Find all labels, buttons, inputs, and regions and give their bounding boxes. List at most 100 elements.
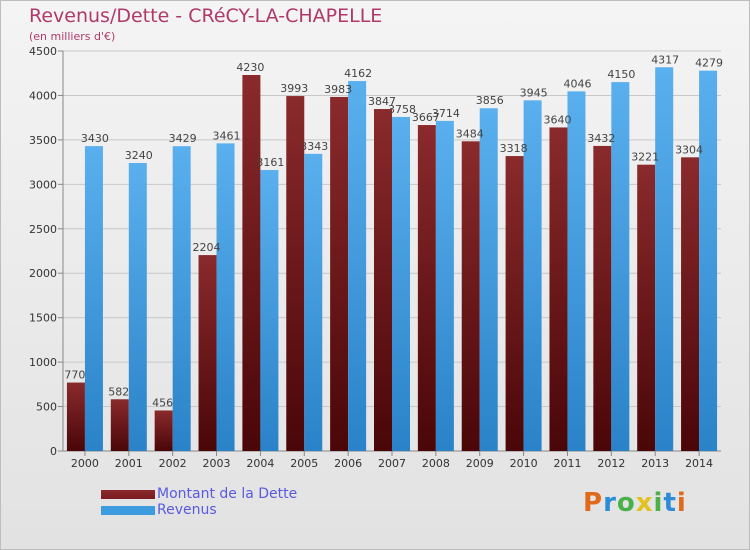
- logo-letter: P: [583, 488, 604, 518]
- data-labels: 770 3430 582 3240 456 3429 2204 3461 4230 3161 399…: [64, 53, 723, 409]
- legend-swatch-revenus: [101, 505, 155, 515]
- data-label-revenus: 3461: [213, 129, 241, 142]
- bar-revenus: [348, 81, 367, 452]
- legend-label-revenus: Revenus: [157, 502, 217, 518]
- bar-dette: [593, 145, 612, 451]
- xtick-label: 2014: [685, 457, 713, 470]
- xtick-label: 2012: [597, 457, 625, 470]
- data-label-revenus: 3343: [300, 140, 328, 153]
- legend-swatch-dette: [101, 489, 155, 499]
- bar-dette: [198, 255, 217, 451]
- bar-dette: [110, 399, 129, 451]
- ytick-label: 1000: [29, 356, 57, 369]
- bar-dette: [637, 164, 656, 451]
- bar-revenus: [655, 67, 674, 452]
- xtick-label: 2008: [422, 457, 450, 470]
- data-label-dette: 456: [152, 396, 173, 409]
- bar-dette: [681, 157, 700, 452]
- bar-dette: [66, 382, 85, 451]
- bar-dette: [330, 96, 349, 451]
- ytick-label: 3500: [29, 134, 57, 147]
- xtick-label: 2007: [378, 457, 406, 470]
- data-label-revenus: 3161: [256, 156, 284, 169]
- data-label-dette: 3847: [368, 95, 396, 108]
- data-label-dette: 3484: [456, 127, 484, 140]
- ytick-label: 2500: [29, 223, 57, 236]
- data-label-dette: 4230: [236, 61, 264, 74]
- bar-revenus: [260, 170, 279, 451]
- ytick-label: 2000: [29, 267, 57, 280]
- xtick-label: 2003: [203, 457, 231, 470]
- bar-dette: [154, 410, 173, 451]
- xtick-label: 2001: [115, 457, 143, 470]
- data-label-dette: 770: [64, 369, 85, 382]
- proxiti-logo: Proxiti: [583, 488, 687, 518]
- data-label-dette: 582: [108, 385, 129, 398]
- ytick-label: 0: [50, 445, 57, 458]
- ytick-label: 1500: [29, 312, 57, 325]
- data-label-dette: 3640: [543, 113, 571, 126]
- logo-letter: t: [663, 488, 677, 518]
- xtick-label: 2013: [641, 457, 669, 470]
- data-label-revenus: 4279: [695, 57, 723, 70]
- data-label-dette: 3993: [280, 82, 308, 95]
- logo-letter: i: [676, 488, 687, 518]
- bar-revenus: [479, 108, 498, 451]
- data-label-dette: 3983: [324, 83, 352, 96]
- x-axis-ticks: 2000 2001 2002 2003 2004 2005 2006 2007 2008 2009…: [71, 451, 713, 470]
- data-label-dette: 3221: [631, 151, 659, 164]
- bar-revenus: [84, 146, 103, 451]
- data-label-revenus: 3714: [432, 107, 460, 120]
- bar-revenus: [216, 143, 235, 451]
- xtick-label: 2004: [246, 457, 274, 470]
- bar-revenus: [304, 153, 323, 451]
- bar-dette: [461, 141, 480, 452]
- logo-letter: o: [616, 488, 636, 518]
- legend-item-dette: Montant de la Dette: [101, 486, 297, 502]
- data-label-revenus: 3240: [125, 149, 153, 162]
- xtick-label: 2005: [290, 457, 318, 470]
- legend: Montant de la Dette Revenus: [101, 486, 297, 518]
- xtick-label: 2011: [553, 457, 581, 470]
- data-label-revenus: 3430: [81, 132, 109, 145]
- data-label-revenus: 4317: [651, 53, 679, 66]
- bar-dette: [505, 156, 524, 452]
- ytick-label: 4500: [29, 45, 57, 58]
- xtick-label: 2002: [159, 457, 187, 470]
- chart-subtitle: (en milliers d'€): [29, 30, 116, 43]
- logo-letter: i: [653, 488, 664, 518]
- data-label-revenus: 3856: [476, 94, 504, 107]
- bar-dette: [417, 125, 436, 452]
- data-label-revenus: 3429: [169, 132, 197, 145]
- xtick-label: 2009: [466, 457, 494, 470]
- data-label-revenus: 4162: [344, 67, 372, 80]
- xtick-label: 2010: [510, 457, 538, 470]
- bars: [66, 67, 718, 452]
- data-label-revenus: 3758: [388, 103, 416, 116]
- ytick-label: 500: [36, 401, 57, 414]
- bar-dette: [549, 127, 568, 451]
- legend-label-dette: Montant de la Dette: [157, 486, 298, 502]
- data-label-dette: 3304: [675, 143, 703, 156]
- bar-revenus: [435, 120, 454, 451]
- logo-letter: x: [635, 488, 654, 518]
- bar-revenus: [611, 82, 630, 451]
- data-label-dette: 2204: [193, 241, 221, 254]
- data-label-revenus: 3945: [520, 86, 548, 99]
- data-label-revenus: 4150: [607, 68, 635, 81]
- bar-revenus: [699, 70, 718, 452]
- bar-revenus: [567, 91, 586, 451]
- ytick-label: 3000: [29, 178, 57, 191]
- y-axis-ticks: 0 500 1000 1500 2000 2500 3000 3500 4000 4500: [29, 45, 63, 458]
- bar-revenus: [392, 116, 410, 451]
- data-label-revenus: 4046: [563, 77, 591, 90]
- bar-dette: [242, 75, 261, 451]
- ytick-label: 4000: [29, 89, 57, 102]
- xtick-label: 2000: [71, 457, 99, 470]
- bar-dette: [374, 109, 392, 452]
- bar-revenus: [172, 146, 191, 451]
- bar-dette: [286, 96, 305, 452]
- data-label-dette: 3318: [500, 142, 528, 155]
